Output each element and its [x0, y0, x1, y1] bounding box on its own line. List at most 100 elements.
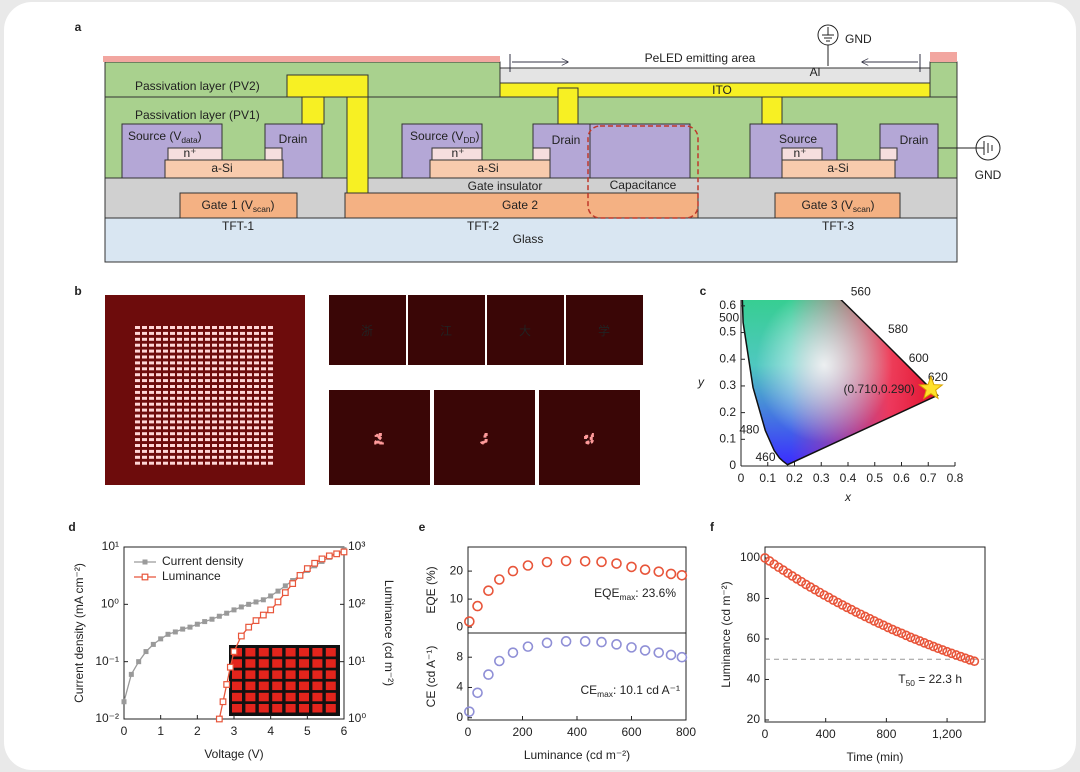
pixel — [184, 426, 189, 430]
pixel — [212, 337, 217, 341]
marker — [928, 641, 939, 652]
pixel — [163, 373, 168, 377]
pixel — [219, 432, 224, 436]
pixel — [233, 361, 238, 365]
pixel — [254, 385, 259, 388]
pixel — [163, 385, 168, 388]
pixel — [142, 373, 147, 377]
pixel — [135, 402, 140, 406]
pixel — [268, 379, 273, 383]
pixel — [254, 355, 259, 359]
pixel — [135, 426, 140, 430]
pixel — [149, 396, 154, 400]
pixel — [226, 379, 231, 383]
y-tick-label: 20 — [747, 712, 761, 726]
pixel — [163, 337, 168, 341]
marker — [494, 574, 505, 585]
marker — [464, 616, 475, 627]
marker — [819, 590, 829, 600]
pixel — [233, 432, 238, 436]
character-photos: 浙 江 大 学 Z J U — [329, 295, 643, 485]
pixel — [170, 420, 175, 424]
pixel — [219, 331, 224, 335]
pixel — [191, 390, 196, 394]
pixel — [142, 461, 147, 465]
pixel — [142, 331, 147, 335]
marker — [260, 597, 266, 603]
annotation-part: EQE — [594, 586, 619, 600]
pixel — [226, 408, 231, 412]
pixel — [226, 414, 231, 418]
pixel — [219, 420, 224, 424]
marker — [507, 565, 519, 577]
inset-pixel — [299, 692, 309, 702]
pixel — [240, 402, 245, 406]
pixel — [149, 408, 154, 412]
pixel — [142, 390, 147, 394]
inset-pixel — [258, 681, 269, 691]
legend-label: Current density — [162, 554, 243, 568]
tft-gate: Gate 1 (Vscan) — [201, 198, 274, 214]
marker — [216, 613, 222, 619]
pixel — [156, 349, 161, 353]
pixel — [191, 337, 196, 341]
pixel — [205, 432, 210, 436]
tft-n-plus: n⁺ — [183, 146, 196, 160]
marker — [187, 624, 193, 630]
wavelength-label: 480 — [739, 423, 759, 437]
marker — [892, 626, 902, 637]
pixel — [212, 426, 217, 430]
marker — [639, 645, 651, 656]
marker — [259, 611, 267, 619]
pixel — [226, 402, 231, 406]
pixel — [205, 343, 210, 347]
pixel — [156, 408, 161, 412]
inset-pixel — [325, 659, 336, 668]
inset-pixel — [285, 648, 296, 657]
pixel — [177, 385, 182, 388]
marker — [311, 559, 319, 567]
pixel — [170, 449, 175, 453]
tft-source: Source (Vdata) — [128, 129, 202, 145]
marker — [143, 649, 149, 655]
pixel — [247, 367, 252, 371]
a-si — [164, 159, 284, 179]
pixel — [170, 326, 175, 329]
pixel — [205, 426, 210, 430]
pixel — [205, 373, 210, 377]
inset-pixel — [299, 659, 309, 668]
pixel — [205, 355, 210, 359]
pixel — [149, 355, 154, 359]
marker — [596, 636, 607, 648]
marker — [275, 588, 281, 594]
pixel — [156, 414, 161, 418]
gate — [774, 192, 901, 219]
pixel — [135, 349, 140, 353]
pixel — [205, 337, 210, 341]
pixel — [135, 367, 140, 371]
pixel — [233, 349, 238, 353]
pixel — [170, 379, 175, 383]
marker — [238, 604, 244, 610]
pixel — [254, 408, 259, 412]
marker — [282, 583, 288, 589]
pixel — [254, 455, 259, 459]
marker — [639, 564, 651, 575]
tft-channel: a-Si — [477, 161, 498, 175]
pixel — [212, 331, 217, 335]
pixel — [219, 455, 224, 459]
pixel — [191, 444, 196, 447]
marker — [579, 636, 591, 647]
plot-frame — [764, 546, 986, 723]
pixel — [170, 343, 175, 347]
pixel — [198, 461, 203, 465]
marker — [464, 706, 475, 717]
pixel — [240, 331, 245, 335]
marker — [483, 585, 494, 597]
pixel — [149, 361, 154, 365]
pixel — [149, 402, 154, 406]
pixel — [149, 390, 154, 394]
y-axis-label: Current density (mA cm⁻²) — [72, 563, 86, 703]
pixel — [184, 396, 189, 400]
pixel — [149, 432, 154, 436]
